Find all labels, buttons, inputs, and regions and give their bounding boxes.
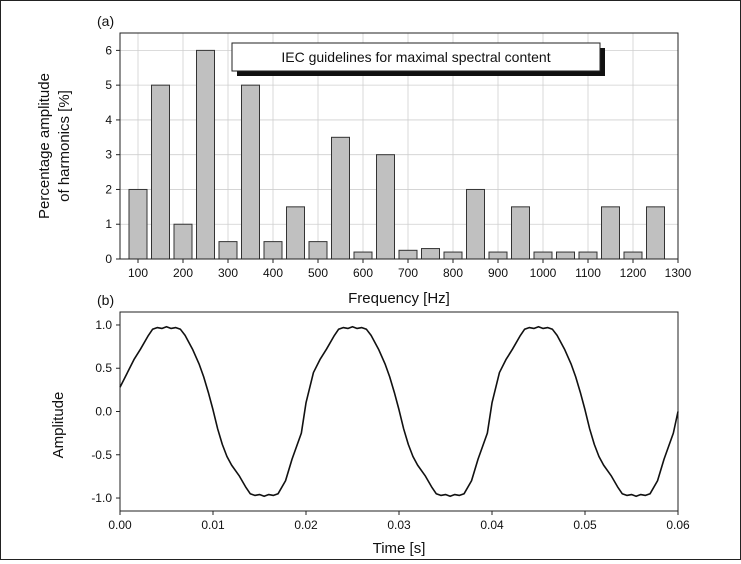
x-tick-label: 600 (353, 266, 373, 280)
bar-400hz (263, 241, 283, 260)
x-tick-label: 0.05 (573, 518, 597, 532)
y-tick-label: 2 (105, 182, 112, 196)
panel-a-x-axis-label: Frequency [Hz] (348, 290, 450, 307)
bar-700hz (398, 249, 418, 260)
bar-1000hz (533, 251, 553, 260)
panel-b-y-axis-label: Amplitude (50, 392, 67, 459)
x-tick-label: 0.01 (201, 518, 225, 532)
bar-600hz (353, 251, 373, 260)
y-tick-label: 1.0 (95, 318, 112, 332)
bar-100hz (128, 188, 148, 260)
panel-b-y-ticks: 1.0 0.5 0.0 -0.5 -1.0 (91, 318, 120, 505)
x-tick-label: 400 (263, 266, 283, 280)
bar-1200hz (623, 251, 643, 260)
x-tick-label: 900 (488, 266, 508, 280)
x-tick-label: 200 (173, 266, 193, 280)
panel-b-label: (b) (97, 292, 114, 308)
x-tick-label: 0.06 (666, 518, 690, 532)
bar-150hz (151, 84, 170, 260)
x-tick-label: 100 (128, 266, 148, 280)
y-tick-label: 1 (105, 217, 112, 231)
x-tick-label: 1200 (620, 266, 647, 280)
x-tick-label: 1300 (665, 266, 692, 280)
x-tick-label: 0.04 (480, 518, 504, 532)
bar-550hz (331, 136, 350, 260)
x-tick-label: 1000 (530, 266, 557, 280)
bar-300hz (218, 241, 238, 260)
panel-a-spectrum-chart: (a) 100 200 300 400 500 600 700 800 900 1000 1100 1… (36, 13, 692, 307)
bar-750hz (421, 248, 440, 260)
x-tick-label: 300 (218, 266, 238, 280)
y-tick-label: 0.0 (95, 405, 112, 419)
panel-a-x-ticks: 100 200 300 400 500 600 700 800 900 1000 1100 1200 1… (128, 259, 692, 280)
bar-1250hz (646, 206, 665, 260)
bar-1050hz (556, 251, 575, 260)
panel-a-plot-frame (119, 32, 679, 260)
x-tick-label: 500 (308, 266, 328, 280)
bar-1150hz (601, 206, 620, 260)
bar-450hz (286, 206, 305, 260)
bar-350hz (241, 84, 260, 260)
x-tick-label: 800 (443, 266, 463, 280)
panel-a-label: (a) (97, 13, 114, 29)
x-tick-label: 1100 (575, 266, 601, 280)
bar-800hz (443, 251, 463, 260)
bar-900hz (488, 251, 508, 260)
bar-500hz (308, 241, 328, 260)
panel-a-y-axis-label-line-1: Percentage amplitude (36, 73, 53, 219)
panel-b-waveform-chart: (b) 0.00 0.01 0.02 0.03 0.04 0.05 0.06 1.0 0.5 0… (50, 292, 690, 557)
y-tick-label: 0.5 (95, 361, 112, 375)
bar-250hz (196, 49, 215, 260)
x-tick-label: 700 (398, 266, 418, 280)
annotation-box: IEC guidelines for maximal spectral cont… (231, 42, 605, 76)
x-tick-label: 0.00 (108, 518, 132, 532)
panel-a-y-ticks: 0 1 2 3 4 5 6 (105, 43, 120, 266)
y-tick-label: 6 (105, 43, 112, 57)
panel-b-x-axis-label: Time [s] (373, 540, 426, 557)
y-tick-label: 4 (105, 113, 112, 127)
panel-b-x-ticks: 0.00 0.01 0.02 0.03 0.04 0.05 0.06 (108, 511, 690, 532)
y-tick-label: -1.0 (91, 491, 112, 505)
annotation-background (231, 42, 601, 72)
y-tick-label: -0.5 (91, 448, 112, 462)
panel-b-waveform-line (119, 325, 679, 498)
bar-1100hz (578, 251, 598, 260)
annotation-text: IEC guidelines for maximal spectral cont… (281, 49, 550, 65)
y-tick-label: 5 (105, 78, 112, 92)
x-tick-label: 0.02 (294, 518, 318, 532)
y-tick-label: 3 (105, 148, 112, 162)
bar-200hz (173, 223, 193, 260)
panel-a-y-axis-label-line-2: of harmonics [%] (56, 90, 73, 202)
x-tick-label: 0.03 (387, 518, 411, 532)
bar-950hz (511, 206, 530, 260)
bar-650hz (376, 154, 395, 260)
bar-850hz (466, 188, 485, 260)
y-tick-label: 0 (105, 252, 112, 266)
